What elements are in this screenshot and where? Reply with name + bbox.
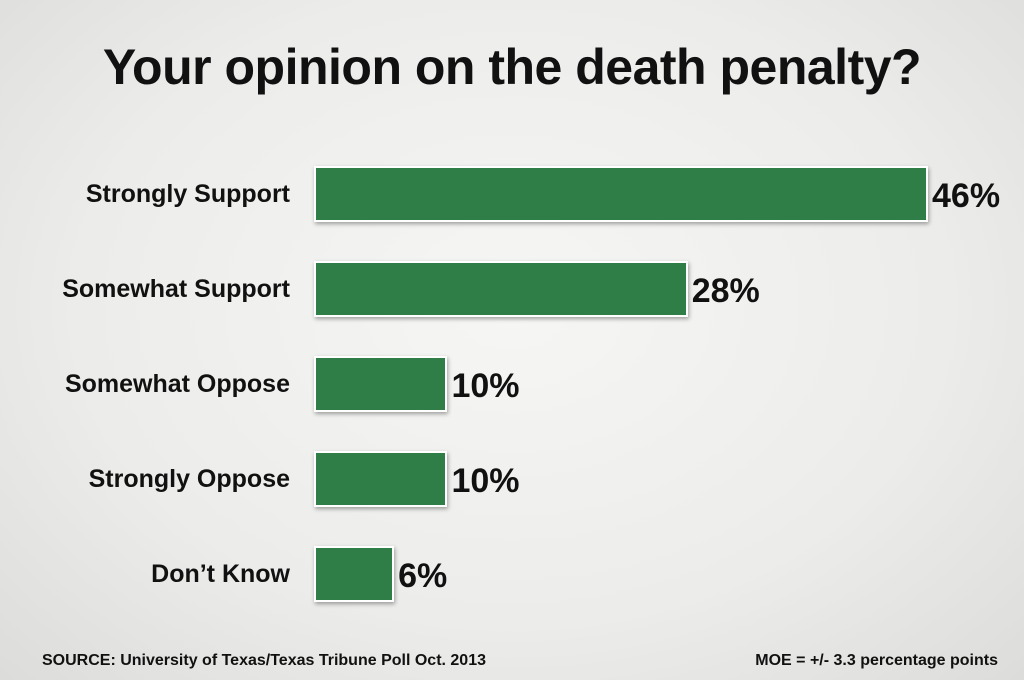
value-label: 28% — [691, 272, 760, 310]
value-label: 10% — [451, 367, 520, 405]
bar — [314, 166, 928, 222]
margin-of-error-note: MOE = +/- 3.3 percentage points — [755, 652, 998, 669]
bar — [314, 546, 395, 602]
bar — [314, 356, 448, 412]
category-label: Somewhat Support — [62, 275, 290, 303]
value-label: 46% — [932, 177, 1001, 215]
value-label: 6% — [398, 557, 448, 595]
value-label: 10% — [451, 462, 520, 500]
bar — [314, 261, 688, 317]
chart-title: Your opinion on the death penalty? — [102, 39, 922, 95]
category-label: Somewhat Oppose — [64, 370, 290, 398]
category-label: Strongly Oppose — [88, 465, 290, 493]
category-label: Don’t Know — [151, 560, 290, 588]
source-note: SOURCE: University of Texas/Texas Tribun… — [42, 652, 486, 669]
category-label: Strongly Support — [85, 180, 290, 208]
bar — [314, 451, 448, 507]
